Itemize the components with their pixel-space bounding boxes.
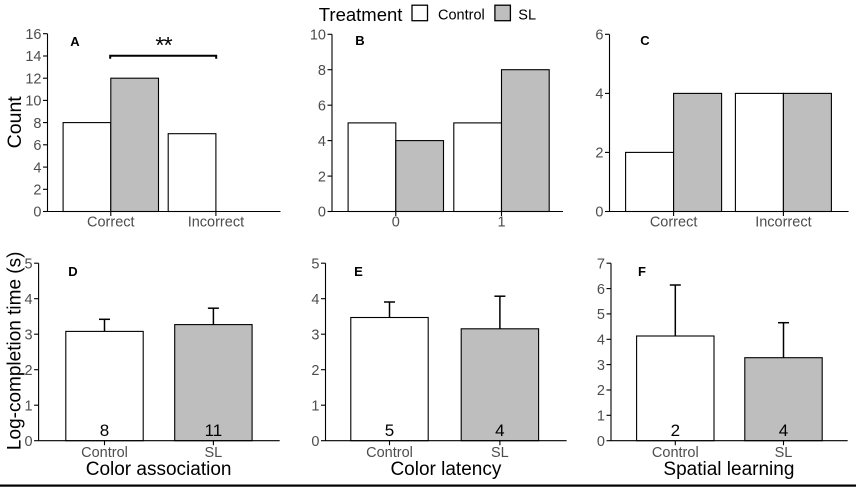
svg-text:1: 1 xyxy=(311,398,319,414)
svg-text:5: 5 xyxy=(25,256,33,272)
svg-text:2: 2 xyxy=(671,421,680,440)
svg-text:Spatial learning: Spatial learning xyxy=(663,459,794,480)
svg-text:0: 0 xyxy=(392,215,400,231)
svg-text:1: 1 xyxy=(25,398,33,414)
svg-text:3: 3 xyxy=(597,358,605,374)
svg-text:Treatment: Treatment xyxy=(319,4,403,25)
svg-text:Color latency: Color latency xyxy=(390,459,501,480)
svg-text:SL: SL xyxy=(518,7,536,23)
svg-text:5: 5 xyxy=(597,307,605,323)
svg-text:7: 7 xyxy=(597,256,605,272)
svg-text:4: 4 xyxy=(33,160,41,176)
svg-text:C: C xyxy=(640,33,650,48)
svg-text:SL: SL xyxy=(205,445,223,461)
svg-text:2: 2 xyxy=(595,146,603,162)
svg-text:Log-completion time (s): Log-completion time (s) xyxy=(5,252,26,451)
svg-text:2: 2 xyxy=(33,183,41,199)
svg-text:Color association: Color association xyxy=(86,459,232,480)
svg-text:6: 6 xyxy=(597,282,605,298)
svg-text:SL: SL xyxy=(775,445,793,461)
svg-text:F: F xyxy=(638,264,646,279)
svg-text:4: 4 xyxy=(779,421,788,440)
svg-text:Incorrect: Incorrect xyxy=(755,215,811,231)
svg-text:6: 6 xyxy=(595,28,603,44)
svg-text:SL: SL xyxy=(491,445,509,461)
svg-text:3: 3 xyxy=(25,327,33,343)
svg-text:E: E xyxy=(354,264,363,279)
svg-text:0: 0 xyxy=(597,434,605,450)
svg-text:4: 4 xyxy=(495,421,504,440)
svg-text:14: 14 xyxy=(25,49,41,65)
svg-text:16: 16 xyxy=(25,27,41,43)
svg-text:10: 10 xyxy=(310,28,326,44)
svg-text:1: 1 xyxy=(497,215,505,231)
svg-text:6: 6 xyxy=(33,138,41,154)
svg-text:5: 5 xyxy=(385,421,394,440)
svg-text:Control: Control xyxy=(366,445,413,461)
svg-text:11: 11 xyxy=(205,421,223,440)
svg-text:4: 4 xyxy=(25,292,33,308)
svg-text:0: 0 xyxy=(595,205,603,221)
svg-text:2: 2 xyxy=(25,363,33,379)
svg-text:Correct: Correct xyxy=(650,215,698,231)
svg-text:8: 8 xyxy=(100,421,109,440)
svg-text:B: B xyxy=(355,33,364,48)
svg-text:Correct: Correct xyxy=(87,215,135,231)
svg-text:D: D xyxy=(68,264,77,279)
svg-text:Count: Count xyxy=(4,96,26,149)
svg-text:2: 2 xyxy=(318,169,326,185)
svg-text:4: 4 xyxy=(318,134,326,150)
svg-text:8: 8 xyxy=(33,116,41,132)
svg-text:A: A xyxy=(70,34,80,49)
svg-text:6: 6 xyxy=(318,98,326,114)
svg-text:**: ** xyxy=(155,32,172,58)
svg-text:Control: Control xyxy=(652,445,699,461)
svg-text:4: 4 xyxy=(595,87,603,103)
svg-text:5: 5 xyxy=(311,256,319,272)
svg-text:12: 12 xyxy=(25,71,41,87)
svg-text:2: 2 xyxy=(597,383,605,399)
svg-text:0: 0 xyxy=(33,205,41,221)
svg-text:Control: Control xyxy=(81,445,128,461)
svg-text:1: 1 xyxy=(597,409,605,425)
svg-text:10: 10 xyxy=(25,94,41,110)
svg-text:Incorrect: Incorrect xyxy=(188,215,244,231)
svg-text:2: 2 xyxy=(311,363,319,379)
svg-text:3: 3 xyxy=(311,327,319,343)
svg-text:8: 8 xyxy=(318,63,326,79)
svg-text:0: 0 xyxy=(318,205,326,221)
svg-text:Control: Control xyxy=(438,7,485,23)
svg-text:0: 0 xyxy=(25,434,33,450)
svg-text:4: 4 xyxy=(311,292,319,308)
svg-text:0: 0 xyxy=(311,434,319,450)
svg-text:4: 4 xyxy=(597,333,605,349)
